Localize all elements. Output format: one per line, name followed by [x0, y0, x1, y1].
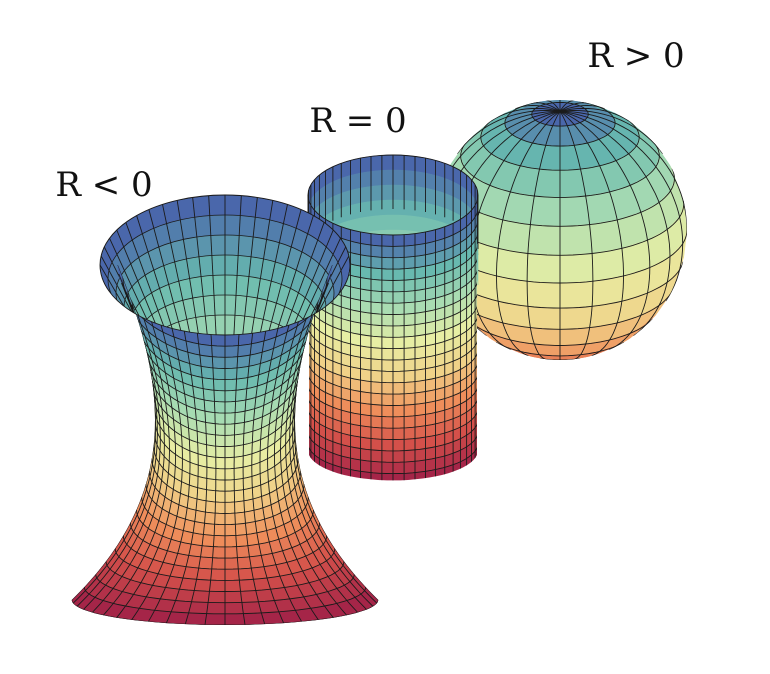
hyperboloid-inner-line — [266, 215, 314, 335]
hyperboloid-vertical-line — [251, 329, 285, 624]
sphere-band — [559, 195, 590, 227]
sphere-meridian-line — [559, 111, 594, 360]
sphere-band — [527, 305, 561, 330]
sphere-latitude-line — [504, 101, 616, 147]
sphere-meridian-line — [559, 107, 630, 122]
sphere-meridian-line — [559, 102, 589, 112]
hyperboloid-inner-line — [208, 195, 218, 335]
cylinder-rim — [307, 154, 479, 236]
sphere-meridian-line — [559, 105, 606, 112]
sphere-meridian-line — [514, 105, 561, 112]
hyperboloid-surface — [71, 194, 379, 625]
sphere-band — [526, 280, 561, 309]
hyperboloid-vertical-line — [165, 329, 199, 624]
sphere-meridian-line — [496, 110, 561, 357]
sphere-meridian-line — [559, 100, 574, 112]
hyperboloid-inner-line — [109, 238, 170, 335]
hyperboloid-inner-line — [280, 238, 341, 335]
hyperboloid-vertical-line — [116, 314, 176, 618]
hyperboloid-vertical-line — [274, 314, 334, 618]
sphere-meridian-line — [526, 111, 561, 360]
sphere-band — [559, 280, 594, 309]
cylinder-surface — [307, 154, 479, 481]
hyperboloid-inner-line — [125, 222, 178, 335]
label-hyperboloid: R < 0 — [55, 165, 152, 205]
sphere-latitude-line — [480, 118, 640, 171]
hyperboloid-vertical-line — [103, 307, 170, 616]
hyperboloid-inner-line — [272, 222, 325, 335]
sphere-meridian-line — [546, 100, 561, 112]
label-sphere: R > 0 — [587, 36, 684, 76]
hyperboloid-vertical-line — [267, 320, 319, 621]
hyperboloid-vertical-line — [242, 332, 266, 625]
hyperboloid-rim — [99, 194, 351, 336]
sphere-surface — [433, 100, 687, 360]
sphere-meridian-line — [559, 110, 651, 351]
hyperboloid-inner-line — [192, 197, 210, 335]
sphere-band — [589, 219, 623, 254]
hyperboloid-inner-line — [136, 215, 184, 335]
sphere-band — [530, 195, 561, 227]
sphere-band — [559, 224, 593, 256]
hyperboloid-inner-line — [232, 195, 242, 335]
sphere-meridian-line — [531, 102, 561, 112]
hyperboloid-inner-line — [247, 200, 274, 335]
sphere-band — [527, 224, 561, 256]
hyperboloid-inner-line — [282, 246, 347, 335]
sphere-latitude-line — [540, 357, 580, 360]
hyperboloid-vertical-line — [233, 334, 246, 625]
hyperboloid-vertical-line — [280, 307, 347, 616]
sphere-meridian-line — [559, 110, 687, 231]
sphere-band — [497, 219, 531, 254]
hyperboloid-vertical-line — [285, 299, 359, 613]
sphere-band — [526, 253, 561, 284]
hyperboloid-inner-line — [103, 246, 168, 335]
hyperboloid-vertical-line — [204, 334, 217, 625]
sphere-meridian-line — [559, 110, 664, 155]
hyperboloid-inner-line — [116, 229, 174, 335]
hyperboloid-inner-line — [276, 229, 334, 335]
hyperboloid-vertical-line — [131, 320, 183, 621]
hyperboloid-inner-line — [240, 197, 258, 335]
hyperboloid-vertical-line — [91, 299, 165, 613]
hyperboloid-vertical-line — [184, 332, 208, 625]
hyperboloid-vertical-line — [147, 325, 191, 622]
hyperboloid-vertical-line — [259, 325, 303, 622]
hyperboloid-inner-line — [176, 200, 203, 335]
sphere-band — [559, 327, 590, 346]
sphere-meridian-line — [559, 110, 624, 357]
sphere-band — [559, 305, 593, 330]
label-cylinder: R = 0 — [309, 101, 406, 141]
sphere-meridian-line — [559, 110, 671, 337]
sphere-band — [530, 327, 561, 346]
sphere-band — [559, 253, 594, 284]
sphere-meridian-line — [456, 110, 561, 155]
sphere-meridian-line — [559, 110, 684, 302]
sphere-meridian-line — [490, 107, 561, 122]
